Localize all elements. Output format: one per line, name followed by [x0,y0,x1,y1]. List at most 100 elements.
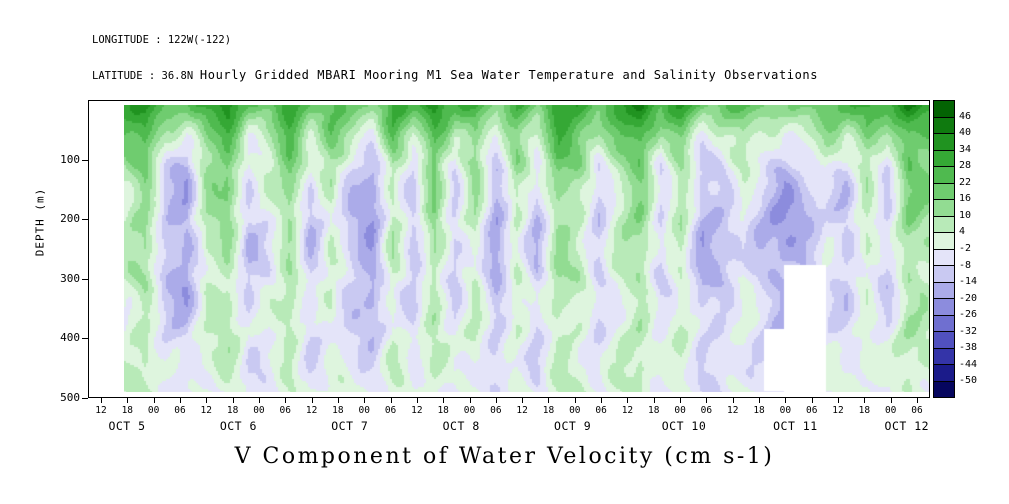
x-hour-label: 12 [727,405,739,416]
x-tick [153,398,155,403]
colorbar-tick-label: 28 [959,160,972,172]
colorbar-band [934,134,954,151]
x-tick [416,398,418,403]
x-hour-label: 00 [463,405,476,416]
y-axis-label: DEPTH (m) [33,187,47,257]
colorbar-tick-label: -32 [959,325,978,337]
x-hour-label: 00 [884,405,897,416]
colorbar-tick-label: -50 [959,375,978,387]
x-tick [364,398,366,403]
x-tick [680,398,682,403]
x-hour-label: 18 [332,405,344,416]
x-date-label: OCT 12 [884,419,930,433]
plot-title: Hourly Gridded MBARI Mooring M1 Sea Wate… [199,68,819,82]
colorbar-tick-label: -14 [959,276,978,288]
x-tick [838,398,840,403]
x-hour-label: 06 [911,405,923,416]
y-tick-label: 300 [60,271,80,285]
colorbar-band [934,150,954,167]
x-tick [127,398,129,403]
x-hour-label: 12 [621,405,634,416]
x-tick [917,398,918,403]
x-hour-label: 00 [779,405,792,416]
x-tick [548,398,550,403]
x-tick [258,398,260,403]
y-tick [82,338,88,340]
colorbar-band [934,117,954,134]
y-tick [82,159,88,161]
colorbar-tick-label: -38 [959,342,978,354]
y-tick-label: 200 [60,212,80,226]
y-tick-label: 500 [60,391,80,404]
x-tick [890,398,892,403]
x-hour-label: 00 [674,405,686,416]
x-hour-label: 00 [147,405,160,416]
colorbar-band [934,216,954,233]
colorbar-band [934,249,954,266]
x-tick [206,398,208,403]
x-date-label: OCT 6 [219,419,257,433]
y-tick-label: 400 [60,331,80,345]
colorbar-band [934,266,954,283]
colorbar-tick-label: 34 [959,143,972,155]
x-date-label: OCT 7 [331,419,369,433]
x-hour-label: 00 [358,405,370,416]
x-tick [864,398,866,403]
x-hour-label: 18 [437,405,449,416]
x-hour-label: 06 [174,405,186,416]
x-hour-label: 06 [490,405,502,416]
x-hour-label: 12 [516,405,528,416]
colorbar-band [934,282,954,299]
x-hour-label: 00 [253,405,265,416]
x-hour-label: 06 [805,405,818,416]
x-tick [469,398,471,403]
x-hour-label: 06 [595,405,607,416]
x-tick [706,398,708,403]
x-hour-label: 12 [305,405,318,416]
colorbar-tick-label: 40 [959,127,972,139]
x-tick [443,398,445,403]
x-tick [495,398,497,403]
colorbar-band [934,200,954,217]
x-hour-label: 12 [832,405,844,416]
x-date-label: OCT 8 [442,419,480,433]
x-hour-label: 18 [858,405,871,416]
longitude-label: LONGITUDE : 122W(-122) [92,34,232,46]
y-tick-label: 100 [60,152,80,166]
y-tick [82,398,88,399]
colorbar-tick-label: 10 [959,209,972,221]
x-hour-label: 18 [648,405,660,416]
x-tick [390,398,392,403]
colorbar-band [934,348,954,365]
colorbar-tick-label: -2 [959,243,972,254]
x-tick [759,398,761,403]
colorbar-band [934,332,954,349]
x-tick [785,398,787,403]
x-tick [179,398,181,403]
x-hour-label: 18 [753,405,765,416]
colorbar-tick-label: -8 [959,259,972,271]
x-tick [522,398,524,403]
colorbar-band [934,183,954,200]
x-hour-label: 00 [569,405,581,416]
colorbar-band [934,167,954,184]
x-date-label: OCT 9 [554,419,592,433]
x-hour-label: 18 [226,405,239,416]
x-tick [232,398,234,403]
colorbar-tick-label: 4 [959,226,966,238]
colorbar-tick-label: -44 [959,358,978,370]
x-hour-label: 18 [121,405,134,416]
y-tick [82,278,88,280]
x-tick [653,398,655,403]
colorbar-tick-label: -26 [959,309,978,321]
x-tick [101,398,102,403]
colorbar-band [934,233,954,250]
x-tick [732,398,734,403]
x-tick [311,398,313,403]
y-tick [82,219,88,221]
x-tick [627,398,629,403]
footer-title: V Component of Water Velocity (cm s-1) [234,444,775,469]
x-tick [285,398,287,403]
x-hour-label: 12 [95,405,107,416]
